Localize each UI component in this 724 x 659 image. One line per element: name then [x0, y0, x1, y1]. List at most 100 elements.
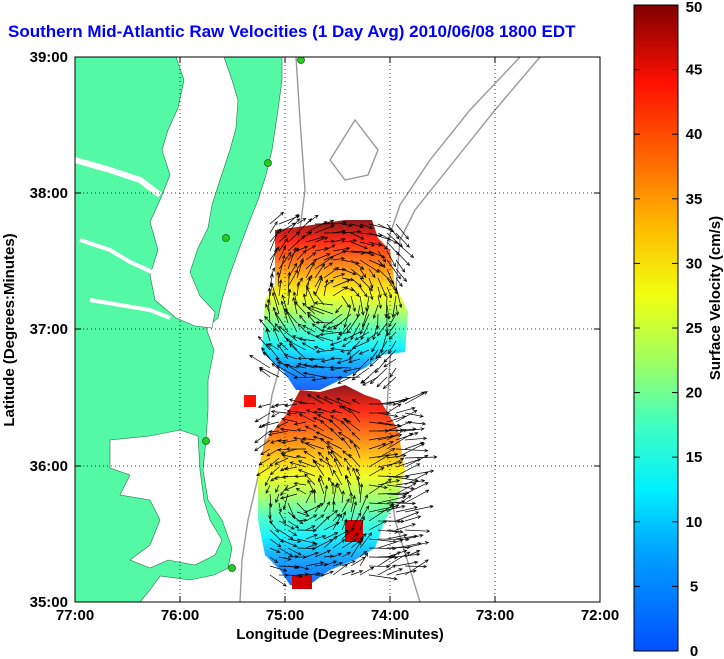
- velocity-arrow: [278, 238, 289, 252]
- velocity-arrow: [305, 245, 317, 252]
- velocity-arrow: [404, 541, 430, 549]
- velocity-arrow: [270, 412, 280, 418]
- velocity-arrow: [371, 340, 379, 353]
- velocity-arrow: [386, 223, 400, 240]
- velocity-arrow: [395, 241, 415, 259]
- velocity-arrow: [337, 431, 352, 441]
- velocity-arrow: [359, 483, 364, 504]
- velocity-arrow: [301, 342, 316, 351]
- velocity-arrow: [287, 269, 298, 288]
- velocity-arrow: [303, 450, 316, 459]
- velocity-arrow: [257, 335, 271, 351]
- velocity-arrow: [350, 295, 356, 312]
- velocity-arrow: [305, 534, 318, 540]
- velocity-arrow: [331, 481, 335, 495]
- velocity-arrow: [301, 324, 316, 333]
- y-tick-label: 37:00: [30, 321, 68, 338]
- velocity-arrow: [287, 554, 299, 559]
- velocity-arrow: [292, 296, 298, 315]
- velocity-arrow: [330, 356, 343, 361]
- velocity-arrow: [359, 250, 375, 257]
- x-tick-label: 73:00: [476, 607, 514, 624]
- velocity-arrow: [342, 367, 361, 373]
- velocity-arrow: [306, 331, 325, 342]
- velocity-arrow: [280, 300, 289, 324]
- velocity-arrow: [352, 358, 370, 377]
- velocity-arrow: [359, 259, 380, 273]
- velocity-arrow: [323, 560, 338, 567]
- map-title: Southern Mid-Atlantic Raw Velocities (1 …: [8, 22, 576, 41]
- velocity-arrow: [395, 431, 419, 441]
- velocity-arrow: [395, 523, 416, 531]
- velocity-arrow: [329, 340, 343, 346]
- velocity-arrow: [383, 349, 397, 363]
- velocity-arrow: [341, 510, 347, 522]
- velocity-arrow: [297, 362, 316, 369]
- velocity-arrow: [404, 482, 429, 495]
- velocity-arrow: [272, 306, 280, 324]
- velocity-arrow: [350, 494, 356, 513]
- velocity-arrow: [348, 349, 361, 360]
- velocity-arrow: [287, 565, 300, 570]
- velocity-arrow: [404, 489, 430, 504]
- velocity-arrow: [296, 546, 317, 551]
- velocity-arrow: [297, 469, 316, 477]
- velocity-cell: [292, 575, 312, 589]
- velocity-arrow: [332, 273, 346, 279]
- x-tick-marks: [74, 57, 601, 602]
- velocity-arrow: [395, 232, 410, 248]
- velocity-arrow: [269, 273, 274, 288]
- velocity-arrow: [286, 409, 307, 414]
- velocity-arrow: [404, 564, 428, 569]
- velocity-arrow: [332, 469, 343, 486]
- velocity-arrow: [323, 244, 336, 252]
- velocity-arrow: [286, 412, 298, 416]
- velocity-arrow: [278, 556, 292, 561]
- velocity-arrow: [386, 529, 404, 534]
- velocity-arrow: [341, 551, 351, 558]
- velocity-arrow: [404, 436, 428, 441]
- colorbar-tick-label: 5: [690, 578, 698, 595]
- velocity-arrow: [296, 281, 301, 297]
- velocity-arrow: [404, 469, 435, 477]
- velocity-arrow: [288, 343, 307, 360]
- velocity-arrow: [265, 484, 271, 494]
- velocity-arrow: [326, 441, 343, 450]
- velocity-arrow: [274, 311, 289, 333]
- velocity-arrow: [316, 407, 334, 414]
- velocity-arrow: [297, 460, 316, 468]
- y-axis-label: Latitude (Degrees:Minutes): [1, 233, 18, 426]
- velocity-arrow: [268, 502, 272, 520]
- velocity-arrow: [307, 394, 325, 405]
- velocity-arrow: [359, 313, 370, 335]
- velocity-arrow: [286, 310, 298, 333]
- velocity-arrow: [359, 532, 373, 549]
- velocity-arrow: [350, 322, 361, 341]
- velocity-arrow: [297, 356, 316, 361]
- velocity-arrow: [340, 420, 352, 432]
- velocity-arrow: [278, 502, 283, 513]
- velocity-arrow: [305, 262, 315, 279]
- velocity-arrow: [272, 291, 280, 315]
- velocity-vectors: [249, 211, 438, 587]
- velocity-arrow: [341, 490, 345, 504]
- velocity-arrow: [404, 559, 429, 576]
- velocity-arrow: [327, 450, 334, 459]
- velocity-arrow: [368, 504, 400, 513]
- velocity-arrow: [395, 277, 403, 288]
- velocity-arrow: [346, 313, 361, 334]
- velocity-arrow: [332, 220, 348, 225]
- velocity-arrow: [404, 441, 425, 450]
- velocity-arrow: [359, 533, 367, 540]
- velocity-arrow: [293, 421, 307, 426]
- velocity-arrow: [258, 366, 280, 378]
- velocity-arrow: [330, 449, 343, 468]
- velocity-arrow: [279, 427, 298, 432]
- velocity-arrow: [386, 568, 403, 576]
- velocity-arrow: [306, 311, 325, 324]
- velocity-arrow: [269, 229, 280, 252]
- velocity-arrow: [377, 241, 389, 250]
- velocity-arrow: [254, 412, 271, 423]
- velocity-arrow: [372, 304, 379, 319]
- velocity-arrow: [404, 455, 438, 459]
